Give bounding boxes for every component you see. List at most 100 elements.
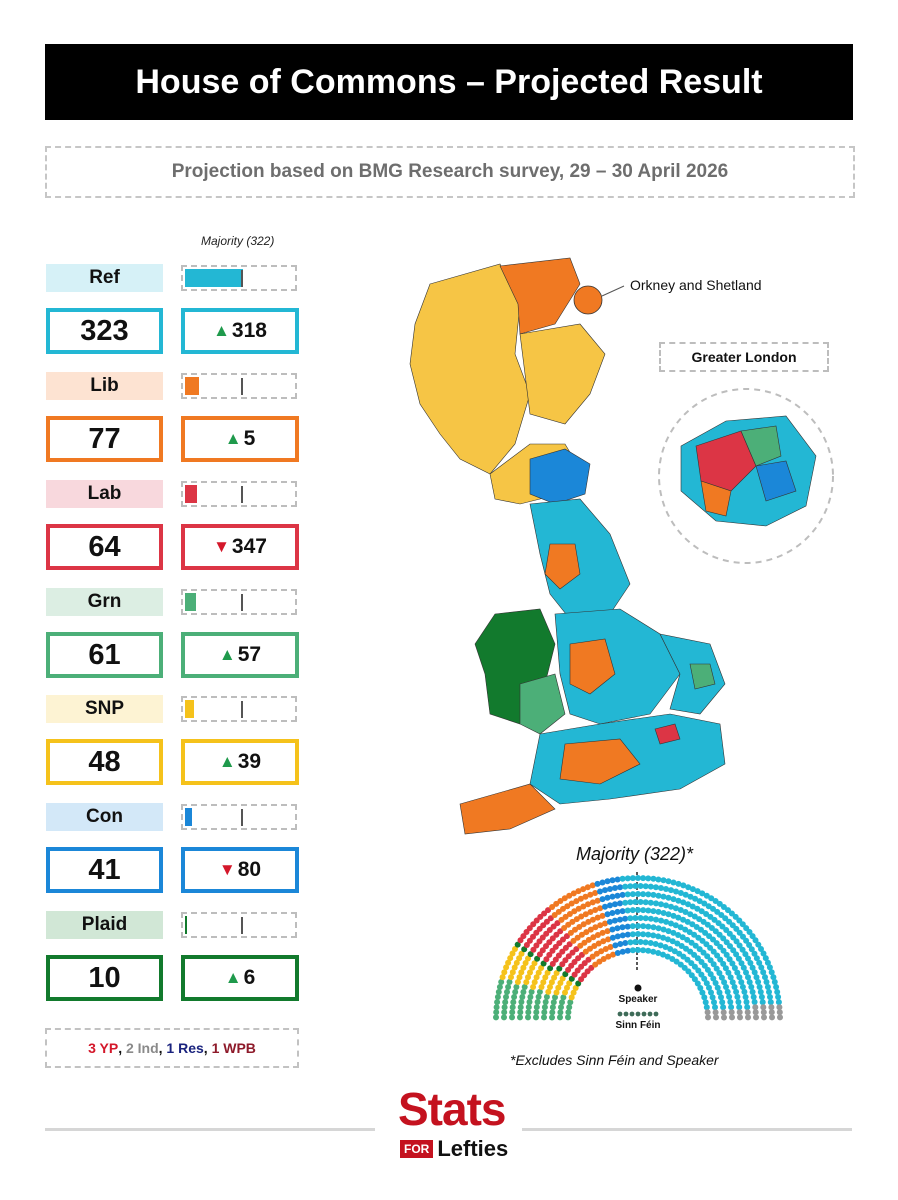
map-south-west (459, 783, 556, 835)
seat-sinn-fein (617, 1011, 623, 1017)
seat-grn (541, 1009, 548, 1016)
seat-snp (525, 955, 531, 962)
seat-other (705, 1014, 711, 1021)
seat-grn (525, 1004, 532, 1011)
seat-ref (686, 929, 693, 936)
seat-con (609, 893, 616, 900)
seat-plaid (575, 980, 582, 987)
orkney-callout-line (601, 285, 625, 297)
seat-ref (722, 965, 729, 972)
seat-change-value: 6 (243, 966, 256, 989)
seat-ref (671, 948, 678, 955)
seat-ref (747, 960, 754, 966)
seat-ref (658, 901, 664, 908)
arrow-up-icon: ▲ (218, 752, 236, 771)
seat-ref (669, 938, 676, 945)
seat-lab (565, 953, 572, 960)
seat-lib (573, 916, 580, 923)
seat-con (599, 896, 606, 903)
seat-other (728, 1009, 735, 1016)
seat-lib (607, 944, 614, 950)
seat-other (737, 1014, 743, 1021)
map-scotland-north (499, 257, 581, 335)
seat-ref (751, 950, 758, 957)
seat-ref (740, 964, 747, 971)
seat-ref (642, 899, 649, 906)
seat-ref (650, 924, 657, 931)
seat-ref (663, 886, 669, 892)
seat-plaid (547, 965, 554, 972)
seat-con (607, 902, 613, 909)
seat-lib (605, 953, 612, 960)
seat-ref (653, 916, 659, 923)
orkney-shetland-label: Orkney and Shetland (630, 277, 762, 293)
seat-ref (749, 989, 756, 995)
seat-sinn-fein (623, 1011, 629, 1017)
seat-lab (569, 949, 576, 956)
seat-lib (605, 936, 612, 943)
seat-ref (701, 994, 708, 1001)
seat-ref (717, 956, 724, 963)
seat-lib (560, 905, 566, 912)
seat-change-value: 80 (237, 858, 262, 881)
seat-ref (721, 979, 728, 986)
seat-ref (768, 969, 775, 976)
seat-grn (501, 1004, 508, 1011)
seat-ref (729, 979, 736, 986)
seat-lab (523, 942, 530, 948)
seat-ref (749, 933, 756, 940)
seat-lib (567, 929, 574, 936)
seat-lab (536, 938, 543, 945)
seat-snp (557, 980, 564, 986)
seat-ref (748, 946, 755, 953)
speaker-seat (634, 984, 642, 992)
logo-stats: Stats (398, 1083, 506, 1135)
seat-lab (533, 942, 540, 949)
seat-grn (509, 1014, 515, 1021)
seat-ref (753, 955, 760, 962)
seat-snp (509, 969, 516, 976)
seat-ref (718, 974, 725, 981)
seat-con (604, 911, 611, 918)
seat-ref (714, 908, 721, 915)
seat-ref (675, 897, 682, 904)
seat-other (745, 1014, 751, 1021)
seat-change-plaid: ▲ 6 (181, 955, 299, 1001)
seat-ref (663, 902, 669, 909)
seat-ref (640, 875, 647, 882)
seat-ref (655, 950, 662, 956)
seat-ref (727, 974, 734, 981)
seat-snp (523, 979, 530, 986)
party-label-con: Con (46, 803, 163, 831)
seat-ref (695, 967, 702, 974)
seat-snp (505, 959, 512, 966)
seat-ref (697, 985, 704, 991)
seat-bar-fill (185, 485, 197, 503)
seat-lab (588, 964, 595, 971)
seat-ref (744, 1004, 751, 1011)
seat-snp (531, 960, 538, 967)
seat-ref (733, 938, 740, 945)
seat-ref (763, 979, 770, 985)
seat-ref (708, 989, 714, 996)
seat-grn (513, 984, 520, 990)
seat-ref (764, 984, 771, 990)
map-midlands-orange (569, 638, 616, 695)
majority-caption: Majority (322) (201, 234, 275, 248)
seat-ref (731, 965, 738, 971)
seat-grn (525, 1009, 532, 1016)
seat-ref (679, 934, 686, 941)
seat-snp (501, 969, 508, 976)
seat-lab (530, 946, 537, 953)
seat-ref (755, 941, 762, 948)
seat-ref (653, 900, 659, 907)
seat-ref (696, 898, 703, 905)
seat-ref (770, 974, 777, 981)
seat-ref (730, 947, 737, 954)
logo-divider-left (45, 1128, 375, 1131)
seat-lib (574, 934, 581, 941)
seat-lab (526, 925, 533, 932)
seat-ref (736, 974, 743, 981)
majority-tick (241, 701, 243, 718)
seat-grn (557, 1014, 563, 1021)
